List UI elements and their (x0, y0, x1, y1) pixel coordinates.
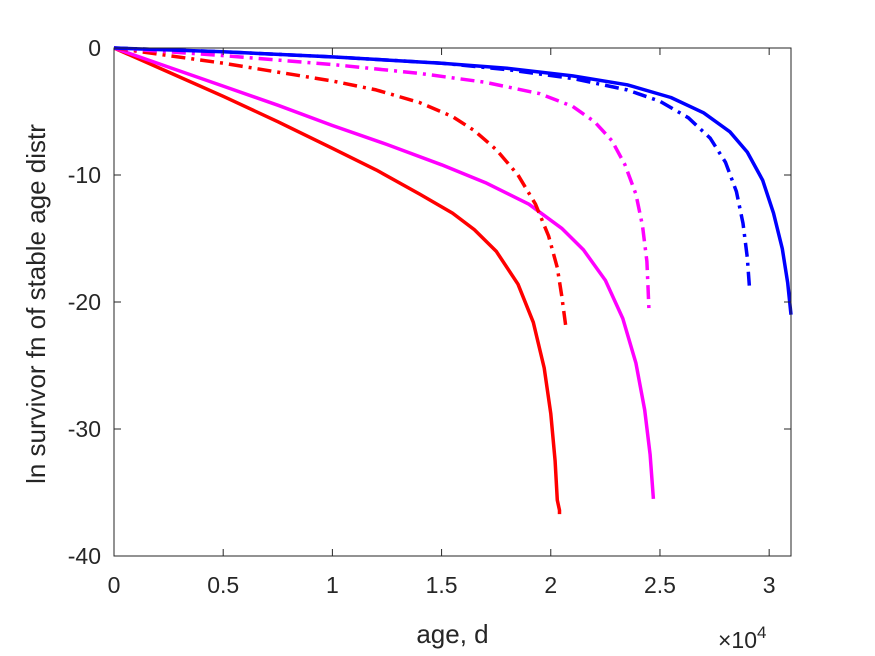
x-tick-label: 2.5 (644, 572, 676, 598)
series-line-2 (113, 46, 656, 500)
x-tick-label: 0.5 (207, 572, 239, 598)
plot-area (114, 48, 791, 556)
x-axis-label: age, d (416, 619, 488, 649)
y-tick-label: -30 (68, 416, 101, 442)
x-tick-label: 0 (108, 572, 121, 598)
y-axis-label: ln survivor fn of stable age distr (21, 124, 51, 484)
series-line-4 (113, 46, 568, 329)
series-layer (113, 46, 793, 515)
x-tick-label: 2 (544, 572, 557, 598)
y-tick-label: 0 (88, 35, 101, 61)
y-tick-label: -40 (68, 543, 101, 569)
series-line-1 (113, 46, 562, 515)
x-axis-multiplier-exponent: 4 (757, 623, 766, 642)
x-tick-label: 1 (326, 572, 339, 598)
x-tick-label: 1.5 (426, 572, 458, 598)
x-axis-multiplier-base: ×10 (718, 627, 757, 653)
x-tick-label: 3 (763, 572, 776, 598)
series-line-5 (113, 46, 651, 311)
ticks-layer: 0 0.5 1 1.5 2 2.5 3 0 -10 -20 -30 -40 (68, 35, 791, 598)
x-axis-multiplier: ×104 (718, 623, 766, 653)
y-tick-label: -20 (68, 289, 101, 315)
y-tick-label: -10 (68, 162, 101, 188)
plot-background (114, 48, 791, 556)
